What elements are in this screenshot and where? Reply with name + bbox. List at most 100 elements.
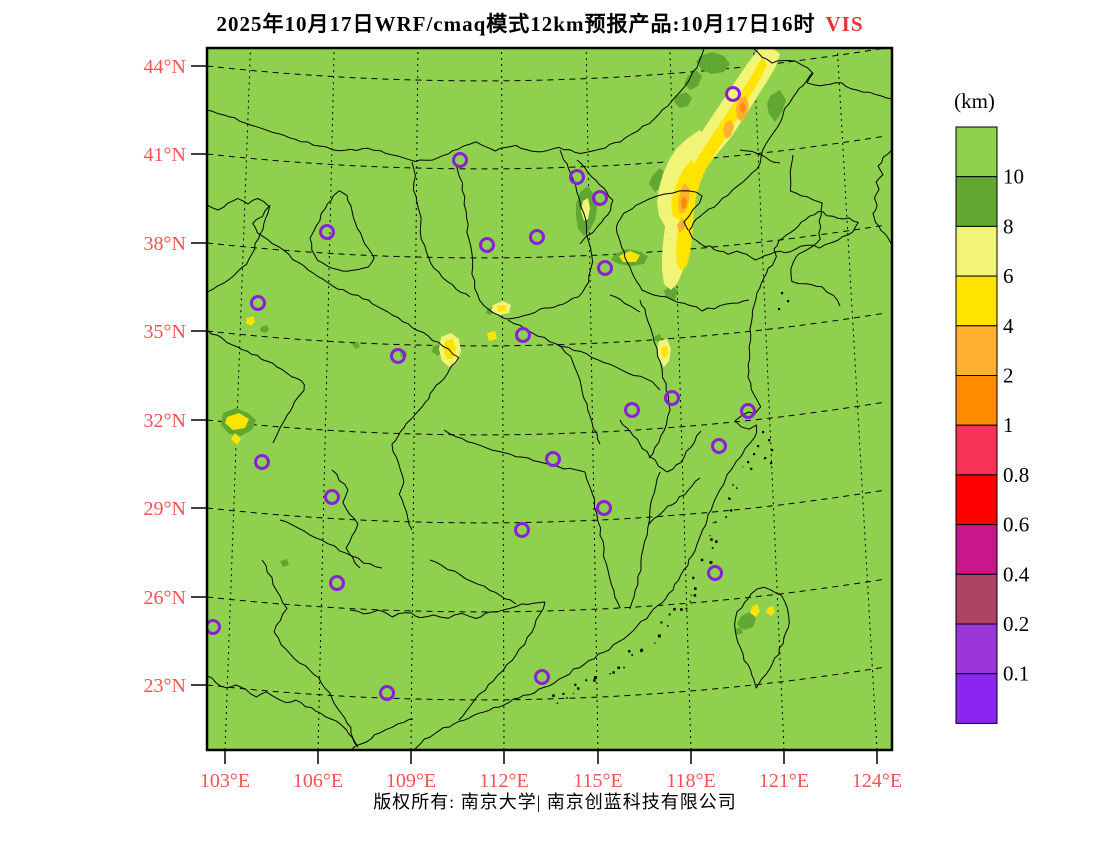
island-speck xyxy=(609,673,611,675)
city-marker xyxy=(592,190,608,206)
island-speck xyxy=(572,693,574,695)
island-speck xyxy=(770,462,773,465)
colorbar-unit-label: (km) xyxy=(954,89,995,113)
island-speck xyxy=(714,521,716,523)
province-boundary xyxy=(756,72,813,170)
province-boundary xyxy=(609,294,641,313)
province-boundary xyxy=(458,601,546,721)
visibility-patch xyxy=(352,342,360,349)
visibility-patch xyxy=(497,305,506,312)
city-marker xyxy=(319,224,335,240)
province-boundary xyxy=(207,204,271,293)
island-speck xyxy=(668,613,671,616)
colorbar-tick-label: 0.8 xyxy=(1003,463,1029,487)
island-speck xyxy=(709,561,713,564)
city-marker xyxy=(254,454,270,470)
visibility-patch xyxy=(654,334,662,342)
city-marker xyxy=(379,685,395,701)
province-boundary xyxy=(555,343,661,391)
island-speck xyxy=(700,558,704,562)
island-speck xyxy=(768,439,771,442)
province-boundary xyxy=(387,311,460,445)
colorbar-tick-label: 2 xyxy=(1003,364,1014,388)
island-speck xyxy=(725,516,727,518)
colorbar-segment xyxy=(955,176,998,227)
longitude-label: 103°E xyxy=(200,770,250,792)
coastline xyxy=(414,168,859,750)
province-boundary xyxy=(639,299,671,459)
longitude-label: 121°E xyxy=(759,770,809,792)
province-boundary xyxy=(207,198,389,313)
island-speck xyxy=(728,497,730,500)
island-speck xyxy=(562,692,565,695)
island-speck xyxy=(764,457,767,460)
province-boundary xyxy=(391,443,413,531)
city-marker xyxy=(515,327,531,343)
island-speck xyxy=(771,449,774,452)
city-marker xyxy=(624,402,640,418)
island-speck xyxy=(710,538,713,541)
visibility-patch xyxy=(674,92,692,108)
colorbar-tick-label: 6 xyxy=(1003,264,1014,288)
island-speck xyxy=(742,466,744,468)
grid-parallel xyxy=(207,579,883,613)
island-speck xyxy=(750,467,753,470)
island-speck xyxy=(574,683,577,686)
island-speck xyxy=(690,594,692,596)
colorbar-segment xyxy=(955,474,998,526)
island-speck xyxy=(781,292,784,295)
city-marker xyxy=(390,348,406,364)
island-speck xyxy=(711,547,714,549)
chart-title-variable: VIS xyxy=(825,12,864,36)
latitude-label: 44°N xyxy=(144,56,186,78)
visibility-patch xyxy=(487,331,497,341)
island-speck xyxy=(753,453,756,456)
province-boundary xyxy=(279,519,383,569)
latitude-label: 38°N xyxy=(144,233,186,255)
island-speck xyxy=(680,608,683,611)
colorbar-tick-label: 0.1 xyxy=(1003,662,1029,686)
island-speck xyxy=(593,676,597,680)
grid-parallel xyxy=(207,313,883,347)
latitude-label: 32°N xyxy=(144,410,186,432)
island-speck xyxy=(778,308,781,311)
visibility-patch xyxy=(581,198,590,221)
longitude-label: 109°E xyxy=(386,770,436,792)
province-boundary xyxy=(739,149,781,164)
province-boundary xyxy=(207,48,705,162)
province-boundary xyxy=(411,161,471,298)
visibility-patch xyxy=(246,316,255,326)
colorbar-tick-label: 0.4 xyxy=(1003,562,1030,586)
province-boundary xyxy=(261,559,359,748)
island-speck xyxy=(693,594,697,597)
island-speck xyxy=(657,634,661,638)
city-marker xyxy=(596,500,612,516)
latitude-label: 26°N xyxy=(144,587,186,609)
visibility-patch xyxy=(280,559,289,567)
visibility-patch xyxy=(696,52,730,74)
colorbar-segment xyxy=(955,573,998,625)
grid-parallel xyxy=(207,136,883,170)
longitude-label: 106°E xyxy=(293,770,343,792)
visibility-patch xyxy=(664,286,678,300)
longitude-label: 115°E xyxy=(573,770,622,792)
province-boundary xyxy=(507,319,601,445)
city-marker xyxy=(207,619,221,635)
island-speck xyxy=(747,461,750,464)
island-speck xyxy=(736,487,738,489)
latitude-label: 35°N xyxy=(144,321,186,343)
island-speck xyxy=(732,484,734,486)
island-speck xyxy=(694,587,697,590)
province-boundary xyxy=(619,419,668,473)
longitude-label: 118°E xyxy=(666,770,715,792)
colorbar-segment xyxy=(955,275,998,327)
island-speck xyxy=(762,431,765,434)
province-boundary xyxy=(629,471,661,610)
island-speck xyxy=(715,521,717,523)
visibility-patch xyxy=(661,346,668,359)
city-marker xyxy=(534,669,550,685)
colorbar-segment xyxy=(955,524,998,575)
city-marker xyxy=(725,86,741,102)
